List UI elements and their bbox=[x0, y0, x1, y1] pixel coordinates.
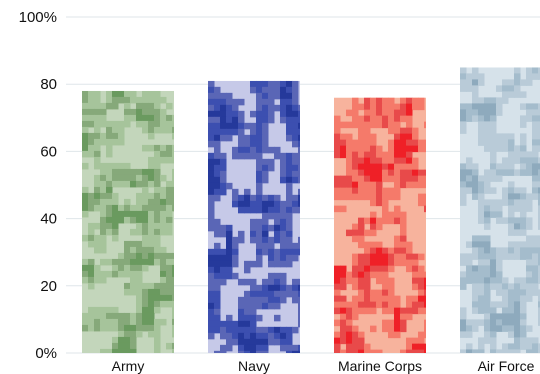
y-tick-label: 40 bbox=[40, 211, 57, 228]
y-tick-label: 100% bbox=[19, 9, 57, 26]
x-category-label: Navy bbox=[238, 358, 270, 374]
y-tick-label: 20 bbox=[40, 278, 57, 295]
bar-navy bbox=[208, 80, 300, 353]
bars bbox=[82, 67, 540, 354]
y-tick-label: 60 bbox=[40, 143, 57, 160]
bar-army bbox=[82, 90, 174, 353]
bar-marine-corps bbox=[334, 97, 426, 353]
x-category-label: Army bbox=[112, 358, 145, 374]
bar-air-force bbox=[460, 67, 540, 354]
y-axis-ticks: 0% 20 40 60 80 100% bbox=[19, 9, 57, 362]
y-tick-label: 80 bbox=[40, 76, 57, 93]
x-category-label: Air Force bbox=[478, 358, 535, 374]
y-tick-label: 0% bbox=[35, 345, 57, 362]
x-category-label: Marine Corps bbox=[338, 358, 422, 374]
x-axis-labels: Army Navy Marine Corps Air Force bbox=[112, 358, 535, 374]
